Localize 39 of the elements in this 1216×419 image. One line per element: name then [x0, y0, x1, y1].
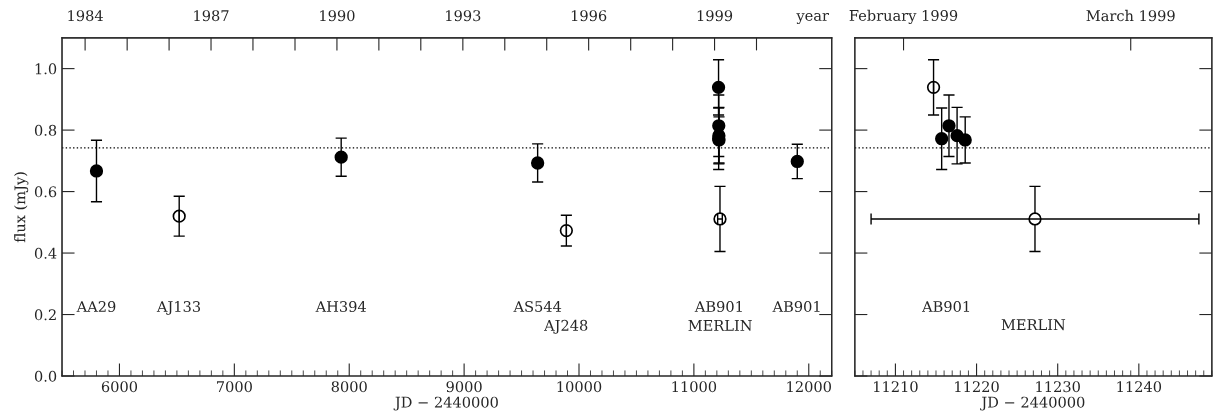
y-tick-label: 0.0 [34, 370, 57, 382]
x-axis-title: JD − 2440000 [393, 396, 498, 411]
x2-tick-label: 1999 [697, 10, 733, 22]
x-tick-label: 10000 [557, 381, 602, 393]
x-tick-label: 11230 [1036, 381, 1080, 393]
x-tick-label: 11210 [874, 381, 918, 393]
y-tick-label: 0.6 [34, 186, 57, 198]
y-tick-label: 0.2 [34, 309, 56, 321]
x-tick-label: 11240 [1117, 381, 1162, 393]
annotation: AA29 [76, 300, 116, 313]
x2-tick-label: February 1999 [849, 9, 958, 24]
x-tick-label: 8000 [331, 381, 367, 393]
annotation: AJ248 [543, 319, 588, 334]
x2-tick-label: 1990 [320, 10, 355, 22]
annotation: AB901 [694, 300, 742, 313]
x-axis-title: JD − 2440000 [980, 396, 1085, 411]
x-tick-label: 11000 [672, 381, 717, 393]
annotation: MERLIN [688, 320, 752, 331]
y-tick-label: 0.8 [34, 124, 57, 136]
y-tick-label: 1.0 [35, 63, 57, 75]
x-tick-label: 12000 [787, 381, 831, 393]
y-tick-label: 0.4 [34, 247, 57, 259]
x2-tick-label: 1984 [68, 10, 103, 22]
y-axis-title: flux (mJy) [14, 172, 29, 243]
x2-axis-title: year [796, 12, 829, 24]
x2-tick-label: 1993 [446, 10, 481, 22]
annotation: MERLIN [1001, 319, 1066, 331]
annotation: AS544 [513, 300, 562, 313]
x2-tick-label: March 1999 [1086, 9, 1175, 22]
annotation: AB901 [772, 300, 820, 313]
annotation: AH394 [315, 300, 366, 313]
annotation: AB901 [921, 300, 970, 313]
x-tick-label: 9000 [446, 381, 482, 393]
x2-tick-label: 1996 [571, 10, 607, 22]
x-tick-label: 11220 [955, 381, 999, 393]
annotation: AJ133 [156, 300, 201, 315]
x2-tick-label: 1987 [194, 10, 229, 22]
x-tick-label: 7000 [217, 381, 252, 393]
x-tick-label: 6000 [101, 381, 138, 393]
